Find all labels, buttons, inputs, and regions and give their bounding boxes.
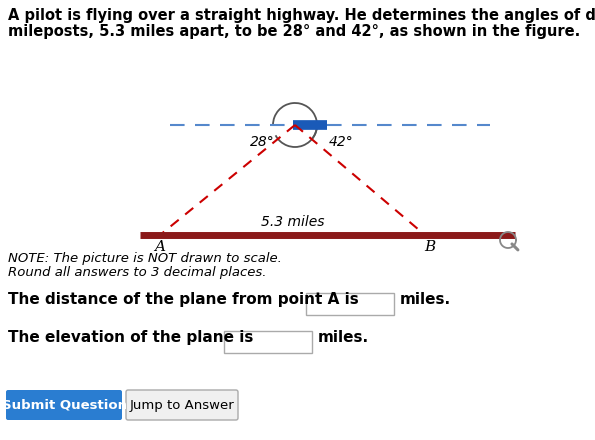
FancyBboxPatch shape — [224, 331, 312, 353]
Text: Jump to Answer: Jump to Answer — [130, 399, 234, 411]
Text: Submit Question: Submit Question — [2, 399, 127, 411]
Text: 42°: 42° — [328, 135, 353, 149]
Text: miles.: miles. — [318, 330, 369, 345]
Text: A pilot is flying over a straight highway. He determines the angles of depressio: A pilot is flying over a straight highwa… — [8, 8, 595, 23]
Text: 28°: 28° — [250, 135, 274, 149]
Text: A: A — [155, 240, 165, 254]
FancyBboxPatch shape — [126, 390, 238, 420]
FancyBboxPatch shape — [306, 293, 394, 315]
Text: The distance of the plane from point A is: The distance of the plane from point A i… — [8, 292, 359, 307]
FancyBboxPatch shape — [6, 390, 122, 420]
Text: Round all answers to 3 decimal places.: Round all answers to 3 decimal places. — [8, 266, 267, 279]
Text: NOTE: The picture is NOT drawn to scale.: NOTE: The picture is NOT drawn to scale. — [8, 252, 282, 265]
Text: mileposts, 5.3 miles apart, to be 28° and 42°, as shown in the figure.: mileposts, 5.3 miles apart, to be 28° an… — [8, 24, 580, 39]
Text: 5.3 miles: 5.3 miles — [261, 215, 324, 229]
Text: The elevation of the plane is: The elevation of the plane is — [8, 330, 253, 345]
Text: miles.: miles. — [400, 292, 451, 307]
Text: B: B — [424, 240, 436, 254]
